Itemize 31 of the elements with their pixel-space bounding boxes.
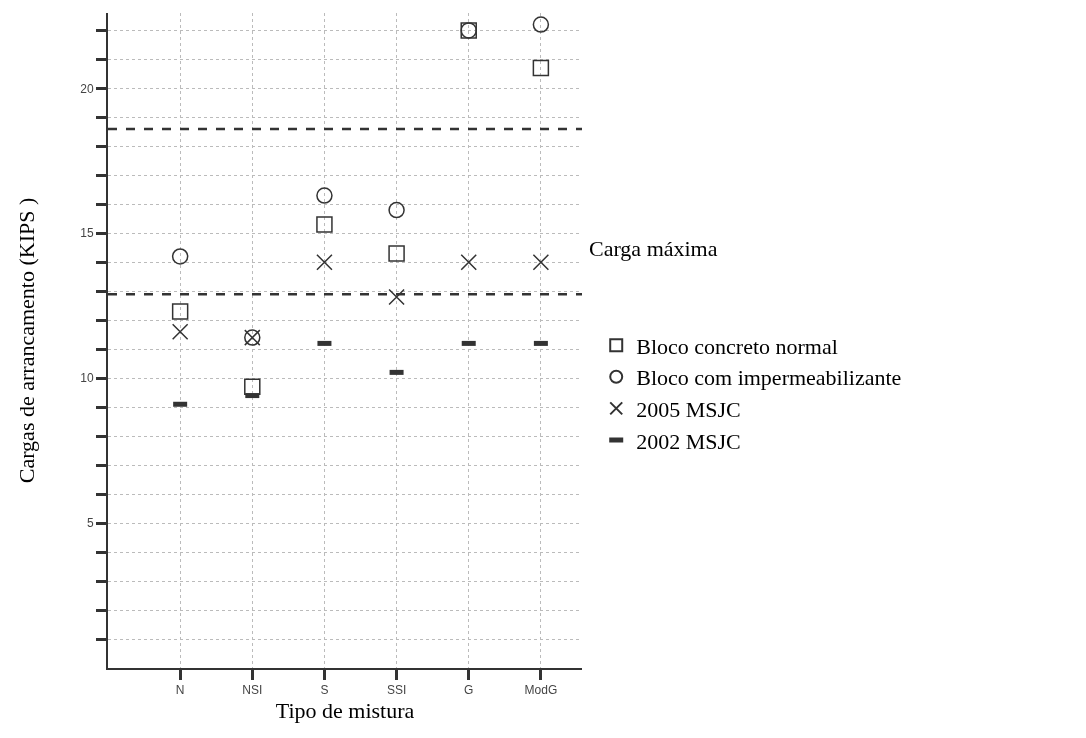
point bbox=[388, 201, 405, 219]
y-tick-label: 15 bbox=[80, 226, 94, 241]
legend-label: 2002 MSJC bbox=[636, 428, 741, 454]
x-tick-label: ModG bbox=[524, 683, 558, 698]
x-tick-label: G bbox=[464, 683, 474, 698]
x-tick-label: S bbox=[320, 683, 329, 698]
y-tick-label: 5 bbox=[86, 516, 94, 531]
y-axis-title: Cargas de arrancamento (KIPS ) bbox=[13, 197, 39, 484]
point bbox=[532, 16, 550, 33]
point bbox=[460, 254, 477, 271]
point bbox=[171, 303, 189, 320]
x-tick-label: N bbox=[175, 683, 185, 698]
point bbox=[171, 248, 189, 265]
y-tick-label: 10 bbox=[80, 371, 94, 386]
y-tick-label: 20 bbox=[80, 81, 94, 96]
point bbox=[316, 187, 333, 204]
point bbox=[532, 59, 550, 77]
x-tick-label: NSI bbox=[242, 683, 263, 698]
x-tick-label: SSI bbox=[386, 683, 407, 698]
legend-label: Bloco concreto normal bbox=[636, 333, 838, 359]
text: Carga máxima bbox=[589, 236, 718, 261]
legend-label: Bloco com impermeabilizante bbox=[636, 365, 902, 391]
point bbox=[388, 288, 405, 306]
point bbox=[171, 323, 189, 341]
x-axis-title: Tipo de mistura bbox=[275, 697, 415, 723]
point bbox=[532, 254, 550, 271]
point bbox=[388, 245, 405, 262]
point bbox=[316, 216, 333, 233]
point bbox=[244, 378, 261, 396]
point bbox=[316, 254, 333, 271]
legend-label: 2005 MSJC bbox=[636, 396, 741, 422]
